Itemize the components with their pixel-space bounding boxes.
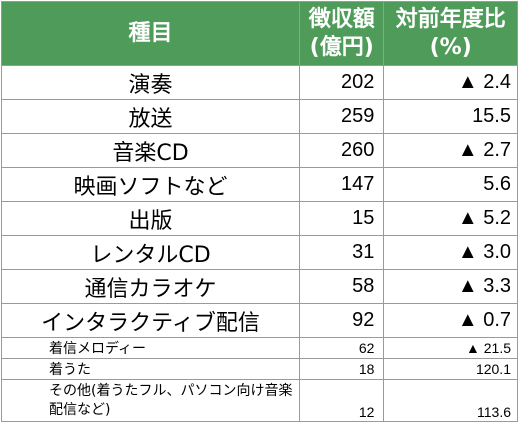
table-subrow: 着信メロディー 62 ▲ 21.5	[1, 337, 518, 359]
header-row: 種目 徴収額 (億円) 対前年度比 (%)	[1, 1, 518, 66]
table-row: 音楽CD 260 ▲ 2.7	[1, 133, 518, 168]
table-subrow: 着うた 18 120.1	[1, 358, 518, 380]
row-category: インタラクティブ配信	[1, 303, 300, 338]
row-change: ▲ 0.7	[383, 303, 518, 338]
subrow-amount: 18	[298, 358, 385, 380]
row-amount: 202	[298, 65, 385, 100]
subrow-category: 着信メロディー	[1, 337, 300, 359]
row-amount: 259	[298, 99, 385, 134]
header-amount: 徴収額 (億円)	[298, 1, 385, 66]
subrow-category-text: その他(着うたフル、パソコン向け音楽配信など)	[49, 382, 293, 418]
row-change: ▲ 2.4	[383, 65, 518, 100]
header-change: 対前年度比 (%)	[383, 1, 518, 66]
row-amount: 15	[298, 201, 385, 236]
row-amount: 147	[298, 167, 385, 202]
table-row: インタラクティブ配信 92 ▲ 0.7	[1, 303, 518, 338]
row-category: 音楽CD	[1, 133, 300, 168]
row-change: ▲ 5.2	[383, 201, 518, 236]
row-change: ▲ 2.7	[383, 133, 518, 168]
table-row: 映画ソフトなど 147 5.6	[1, 167, 518, 202]
row-amount: 58	[298, 269, 385, 304]
row-amount: 92	[298, 303, 385, 338]
row-category: 出版	[1, 201, 300, 236]
subrow-amount: 12	[298, 379, 385, 422]
table-row: 通信カラオケ 58 ▲ 3.3	[1, 269, 518, 304]
subrow-amount: 62	[298, 337, 385, 359]
subrow-change: ▲ 21.5	[383, 337, 518, 359]
subrow-category: その他(着うたフル、パソコン向け音楽配信など)	[1, 379, 300, 422]
row-amount: 260	[298, 133, 385, 168]
header-category: 種目	[1, 1, 300, 66]
row-change: ▲ 3.0	[383, 235, 518, 270]
subrow-change: 120.1	[383, 358, 518, 380]
row-amount: 31	[298, 235, 385, 270]
row-change: 15.5	[383, 99, 518, 134]
table-subrow: その他(着うたフル、パソコン向け音楽配信など) 12 113.6	[1, 379, 518, 422]
table-row: レンタルCD 31 ▲ 3.0	[1, 235, 518, 270]
row-category: 通信カラオケ	[1, 269, 300, 304]
row-category: 放送	[1, 99, 300, 134]
subrow-change: 113.6	[383, 379, 518, 422]
row-category: 映画ソフトなど	[1, 167, 300, 202]
subrow-category: 着うた	[1, 358, 300, 380]
row-change: 5.6	[383, 167, 518, 202]
table-row: 放送 259 15.5	[1, 99, 518, 134]
row-category: 演奏	[1, 65, 300, 100]
table-row: 演奏 202 ▲ 2.4	[1, 65, 518, 100]
row-change: ▲ 3.3	[383, 269, 518, 304]
table-row: 出版 15 ▲ 5.2	[1, 201, 518, 236]
row-category: レンタルCD	[1, 235, 300, 270]
